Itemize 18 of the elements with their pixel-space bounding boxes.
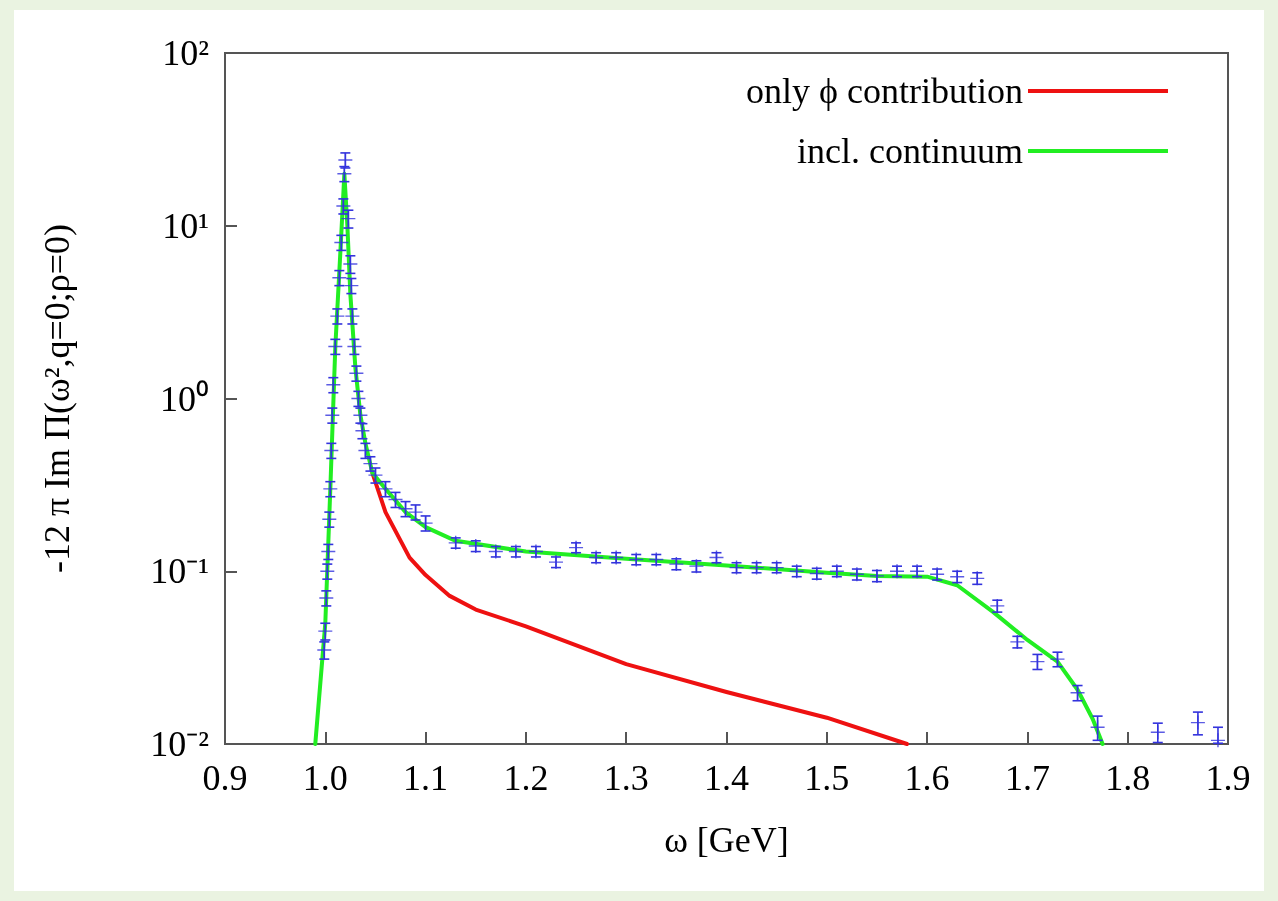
x-tick-label: 1.2 bbox=[503, 758, 549, 798]
x-tick-label: 1.0 bbox=[302, 758, 348, 798]
y-axis-title: -12 π Im Π(ω²,q=0;ρ=0) bbox=[37, 223, 77, 574]
x-tick-label: 1.9 bbox=[1205, 758, 1251, 798]
x-tick-label: 1.3 bbox=[603, 758, 649, 798]
y-tick-label: 10⁰ bbox=[160, 378, 209, 419]
x-tick-label: 1.5 bbox=[804, 758, 850, 798]
x-tick-label: 1.8 bbox=[1105, 758, 1151, 798]
legend-label: incl. continuum bbox=[797, 131, 1023, 171]
x-tick-label: 1.1 bbox=[403, 758, 449, 798]
x-tick-label: 1.6 bbox=[904, 758, 950, 798]
y-tick-label: 10¹ bbox=[162, 205, 209, 246]
x-axis-title: ω [GeV] bbox=[664, 820, 789, 860]
x-tick-label: 1.4 bbox=[704, 758, 749, 798]
x-tick-label: 1.7 bbox=[1004, 758, 1050, 798]
legend-label: only ϕ contribution bbox=[746, 71, 1023, 111]
y-tick-label: 10⁻¹ bbox=[150, 551, 209, 592]
y-tick-label: 10² bbox=[162, 33, 209, 73]
